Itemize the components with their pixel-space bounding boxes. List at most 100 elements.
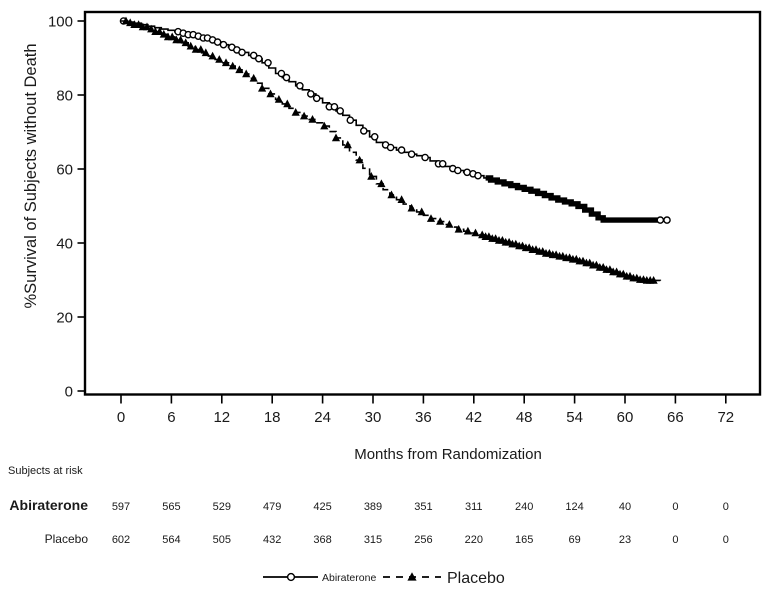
censor-mark-circle xyxy=(330,103,339,111)
risk-count: 69 xyxy=(568,534,580,546)
risk-count: 0 xyxy=(672,501,678,513)
risk-row-label: Placebo xyxy=(45,532,89,546)
censor-mark-circle xyxy=(453,166,462,175)
risk-count: 0 xyxy=(723,534,729,546)
y-axis-title: %Survival of Subjects without Death xyxy=(22,43,40,308)
x-tick-label: 24 xyxy=(314,409,331,426)
censor-mark-circle xyxy=(219,40,228,49)
placebo-curve xyxy=(121,16,662,284)
censor-mark-triangle xyxy=(208,51,217,60)
censor-mark-circle xyxy=(438,159,447,168)
risk-count: 0 xyxy=(723,501,729,513)
x-tick-label: 0 xyxy=(117,409,125,426)
risk-count: 565 xyxy=(162,501,180,513)
censor-mark-triangle xyxy=(242,69,251,78)
censor-mark-triangle xyxy=(471,228,480,237)
censor-mark-circle xyxy=(474,171,482,180)
risk-count: 432 xyxy=(263,534,281,546)
risk-count: 564 xyxy=(162,534,180,546)
y-tick-label: 40 xyxy=(56,236,73,253)
x-tick-label: 60 xyxy=(617,409,634,426)
censor-mark-triangle xyxy=(308,115,317,123)
censor-mark-triangle xyxy=(300,111,309,120)
y-tick-label: 20 xyxy=(56,310,73,327)
abiraterone-dense-censor-band xyxy=(485,175,658,223)
censor-mark-circle xyxy=(249,51,258,60)
x-tick-label: 36 xyxy=(415,409,432,426)
risk-count: 256 xyxy=(414,534,432,546)
censor-mark-triangle xyxy=(201,48,210,57)
risk-count: 40 xyxy=(619,501,631,513)
censor-mark-triangle xyxy=(407,203,416,212)
censor-mark-triangle xyxy=(147,24,156,33)
plot-box xyxy=(83,10,762,396)
censor-mark-circle xyxy=(264,59,272,67)
risk-count: 165 xyxy=(515,534,533,546)
risk-count: 368 xyxy=(313,534,331,546)
risk-count: 597 xyxy=(112,501,130,513)
censor-mark-circle xyxy=(346,116,355,124)
censor-mark-circle xyxy=(312,94,321,103)
abiraterone-curve xyxy=(119,17,671,224)
legend: Abiraterone Placebo xyxy=(263,570,505,587)
censor-mark-triangle xyxy=(343,140,352,149)
censor-mark-triangle xyxy=(331,133,341,142)
censor-mark-triangle xyxy=(387,190,396,199)
censor-mark-triangle xyxy=(397,195,406,203)
censor-mark-triangle xyxy=(134,20,143,28)
risk-table: Subjects at risk Abiraterone 597 565 529 479… xyxy=(8,465,729,546)
censor-mark-triangle xyxy=(155,27,164,35)
x-axis-title: Months from Randomization xyxy=(354,446,542,463)
risk-count: 505 xyxy=(213,534,231,546)
censor-mark-triangle xyxy=(320,121,329,130)
censor-mark-triangle xyxy=(266,89,275,98)
censor-mark-triangle xyxy=(176,35,185,44)
risk-count: 479 xyxy=(263,501,281,513)
censor-mark-triangle xyxy=(228,61,237,70)
risk-count: 311 xyxy=(465,501,483,513)
risk-count: 529 xyxy=(213,501,231,513)
risk-count: 315 xyxy=(364,534,382,546)
censor-mark-triangle xyxy=(121,16,131,25)
risk-count: 240 xyxy=(515,501,533,513)
y-tick-label: 100 xyxy=(48,14,73,31)
x-tick-label: 66 xyxy=(667,409,684,426)
risk-count: 425 xyxy=(313,501,331,513)
x-tick-label: 30 xyxy=(365,409,382,426)
censor-mark-triangle xyxy=(283,99,292,108)
censor-mark-circle xyxy=(282,73,291,82)
censor-mark-circle xyxy=(306,90,315,98)
y-tick-label: 80 xyxy=(56,88,73,105)
censor-mark-circle xyxy=(663,216,671,224)
censor-mark-triangle xyxy=(377,179,386,188)
censor-mark-triangle xyxy=(417,207,426,216)
risk-count: 389 xyxy=(364,501,382,513)
censor-mark-triangle xyxy=(367,172,376,180)
censor-mark-triangle xyxy=(168,32,177,41)
x-axis: 0 6 12 18 24 30 36 42 48 54 60 66 72 xyxy=(117,394,734,426)
x-tick-label: 48 xyxy=(516,409,533,426)
censor-mark-triangle xyxy=(649,276,658,284)
censor-mark-circle xyxy=(359,127,368,135)
risk-count: 0 xyxy=(672,534,678,546)
censor-mark-triangle xyxy=(142,22,152,31)
risk-count: 220 xyxy=(465,534,483,546)
censor-mark-triangle xyxy=(159,29,168,38)
censor-mark-triangle xyxy=(235,65,244,74)
censor-mark-triangle xyxy=(454,224,463,233)
y-tick-label: 0 xyxy=(65,384,73,401)
censor-mark-circle xyxy=(277,69,286,78)
y-axis: 0 20 40 60 80 100 xyxy=(48,14,85,401)
risk-count: 351 xyxy=(414,501,432,513)
x-tick-label: 18 xyxy=(264,409,281,426)
risk-count: 602 xyxy=(112,534,130,546)
censor-mark-circle xyxy=(421,153,429,162)
censor-mark-triangle xyxy=(215,55,224,63)
risk-row-label: Abiraterone xyxy=(9,497,88,513)
censor-mark-circle xyxy=(238,48,246,57)
risk-count: 124 xyxy=(565,501,583,513)
risk-count: 23 xyxy=(619,534,631,546)
legend-triangle-marker xyxy=(407,572,417,581)
